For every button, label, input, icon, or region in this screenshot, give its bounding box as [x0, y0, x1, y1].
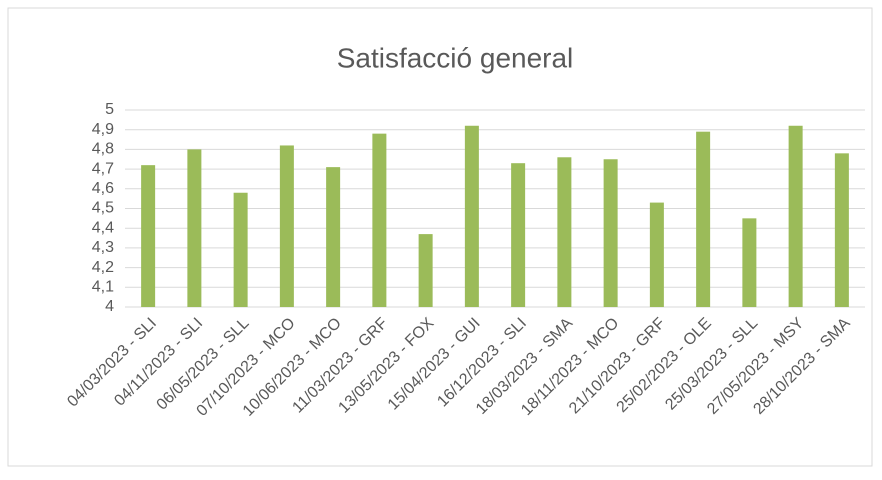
y-tick-label: 4,3 [92, 239, 114, 256]
bar [233, 192, 248, 307]
bar [418, 234, 433, 307]
y-tick-label: 4,1 [92, 279, 114, 296]
bar [141, 165, 156, 307]
y-tick-label: 4,4 [92, 219, 114, 236]
y-tick-label: 4,5 [92, 200, 114, 217]
y-tick-label: 4,7 [92, 160, 114, 177]
y-tick-label: 4 [105, 298, 114, 315]
bar [279, 145, 294, 307]
bar [326, 167, 341, 307]
bar [187, 149, 202, 307]
y-tick-label: 4,9 [92, 121, 114, 138]
bar [372, 133, 387, 307]
bar [788, 125, 803, 307]
bar [511, 163, 526, 307]
bar [557, 157, 572, 307]
y-tick-label: 4,2 [92, 259, 114, 276]
y-tick-label: 5 [105, 101, 114, 118]
bar [696, 131, 711, 307]
bar [742, 218, 757, 307]
y-tick-label: 4,8 [92, 141, 114, 158]
y-tick-label: 4,6 [92, 180, 114, 197]
chart-title: Satisfacció general [337, 42, 574, 73]
bar [834, 153, 849, 307]
bar [649, 202, 664, 307]
bar [464, 125, 479, 307]
bar [603, 159, 618, 307]
